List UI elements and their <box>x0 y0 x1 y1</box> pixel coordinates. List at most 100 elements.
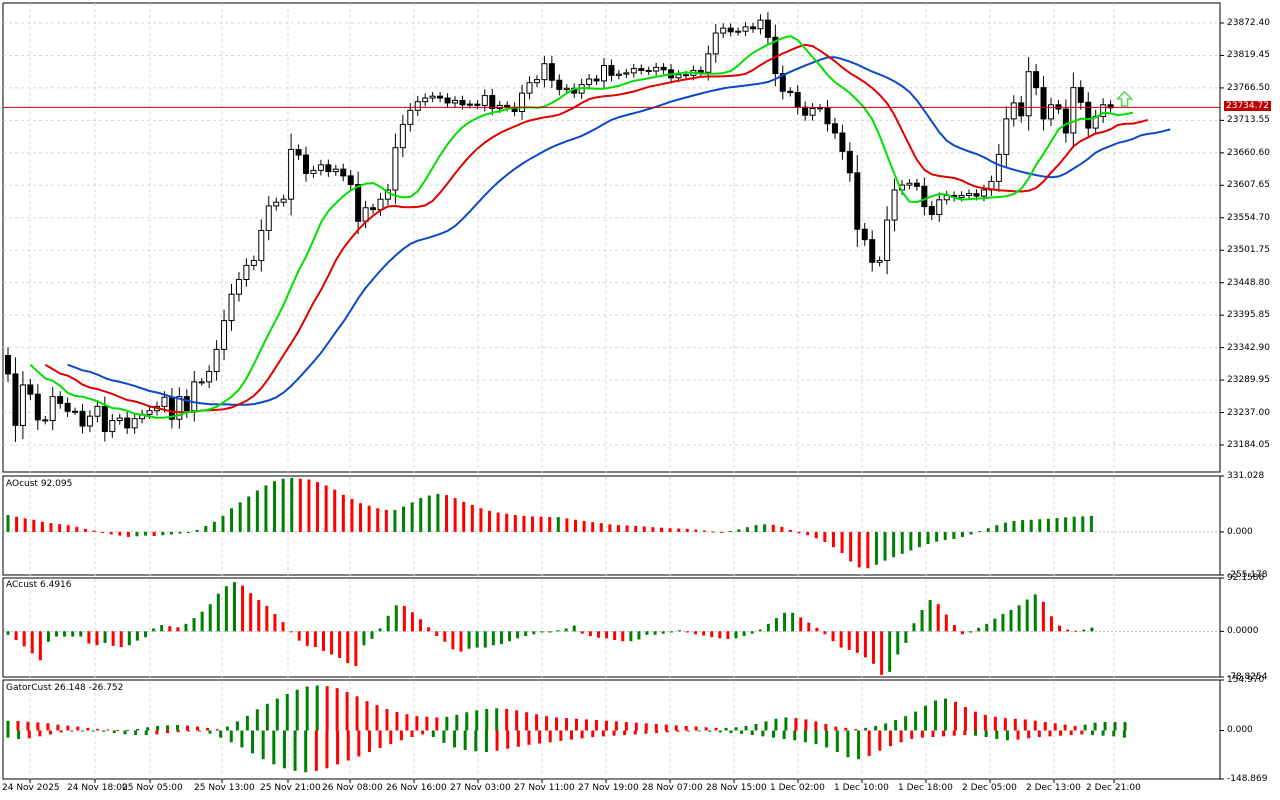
gator-lower-bar <box>431 730 435 738</box>
ac-bar <box>1074 630 1078 632</box>
bear-candle <box>794 92 801 108</box>
gator-upper-bar <box>694 726 698 731</box>
gator-upper-bar <box>435 717 439 731</box>
ac-bar <box>774 618 778 632</box>
gator-lower-bar <box>1069 730 1073 736</box>
ao-bar <box>513 515 517 532</box>
ao-bar <box>341 494 345 532</box>
gator-upper-bar <box>654 723 658 731</box>
ac-bar <box>742 631 746 636</box>
gator-tick-label: 154.970 <box>1227 675 1265 685</box>
bear-candle <box>869 239 876 263</box>
gator-lower-bar <box>740 730 744 734</box>
bull-candle <box>995 153 1002 182</box>
ao-bar <box>651 527 655 532</box>
bull-candle <box>280 198 287 203</box>
gator-lower-bar <box>134 730 138 736</box>
bear-candle <box>1062 108 1069 134</box>
ao-bar <box>470 504 474 532</box>
ac-bar <box>297 631 301 641</box>
gator-lower-bar <box>1005 730 1009 741</box>
ac-bar <box>766 623 770 632</box>
ac-pane-frame <box>2 577 1221 678</box>
gator-lower-bar <box>187 730 191 732</box>
bull-candle <box>243 264 250 280</box>
ao-bar <box>874 531 878 565</box>
ao-bar <box>591 522 595 532</box>
gator-lower-bar <box>325 730 329 769</box>
gator-upper-bar <box>395 711 399 731</box>
gator-upper-bar <box>824 723 828 731</box>
ac-pane-title: ACcust 6.4916 <box>6 580 72 590</box>
gator-tick-label: -148.869 <box>1227 774 1268 784</box>
gator-upper-bar <box>375 705 379 731</box>
ac-bar <box>111 631 115 646</box>
ao-bar <box>445 495 449 532</box>
ac-bar <box>1058 625 1062 632</box>
bear-candle <box>928 206 935 216</box>
bear-candle <box>660 66 667 71</box>
ao-bar <box>780 526 784 532</box>
ac-tick-label: 92.1586 <box>1227 573 1265 583</box>
ao-bar <box>221 515 225 532</box>
gator-upper-bar <box>734 727 738 731</box>
ac-bar <box>1033 594 1037 632</box>
bear-candle <box>593 78 600 82</box>
gator-upper-bar <box>1093 722 1097 731</box>
gator-upper-bar <box>604 720 608 731</box>
gator-upper-bar <box>56 724 60 731</box>
bear-candle <box>638 68 645 71</box>
ac-bar <box>305 631 309 646</box>
price-tick-label: 23289.95 <box>1227 375 1270 386</box>
gator-upper-bar <box>704 727 708 731</box>
price-tick-label: 23395.85 <box>1227 310 1270 321</box>
ac-bar <box>208 604 212 632</box>
bear-candle <box>303 154 309 174</box>
price-tick-label: 23554.70 <box>1227 212 1270 223</box>
gator-upper-bar <box>993 716 997 731</box>
ao-bar <box>488 510 492 532</box>
bull-candle <box>116 417 123 422</box>
ao-bar <box>144 531 148 536</box>
bull-candle <box>228 293 235 322</box>
gator-upper-bar <box>325 686 329 731</box>
ao-bar <box>66 525 70 532</box>
ac-bar <box>855 631 859 653</box>
gator-upper-bar <box>944 698 948 731</box>
ao-bar <box>1029 519 1033 532</box>
bull-candle <box>198 381 205 384</box>
bull-candle <box>481 95 488 106</box>
gator-lower-bar <box>835 730 839 752</box>
time-tick-label: 26 Nov 08:00 <box>322 783 383 793</box>
gator-lower-bar <box>102 730 106 732</box>
ao-bar <box>883 531 887 561</box>
bear-candle <box>57 396 64 404</box>
gator-upper-bar <box>764 721 768 731</box>
gator-lower-bar <box>825 730 829 748</box>
bull-candle <box>1010 102 1017 120</box>
ac-bar <box>605 631 609 639</box>
ac-bar <box>1001 613 1005 632</box>
gator-pane-title: GatorCust 26.148 -26.752 <box>6 683 124 693</box>
ac-bar <box>144 631 148 638</box>
ao-bar <box>677 528 681 532</box>
bull-candle <box>49 396 56 422</box>
bear-candle <box>183 396 190 412</box>
price-tick-label: 23819.45 <box>1227 50 1270 61</box>
ao-bar <box>642 526 646 532</box>
gator-upper-bar <box>644 723 648 731</box>
ac-bar <box>564 628 568 632</box>
gator-upper-bar <box>26 721 30 731</box>
ac-bar <box>516 631 520 639</box>
time-tick-label: 24 Nov 2025 <box>2 783 60 793</box>
bull-candle <box>705 53 712 73</box>
ac-bar <box>1082 629 1086 632</box>
ao-pane-frame <box>2 475 1221 576</box>
gator-upper-bar <box>834 726 838 731</box>
bull-candle <box>980 189 987 197</box>
ac-bar <box>362 631 366 646</box>
gator-upper-bar <box>624 722 628 731</box>
main-pane-frame <box>2 2 1221 473</box>
